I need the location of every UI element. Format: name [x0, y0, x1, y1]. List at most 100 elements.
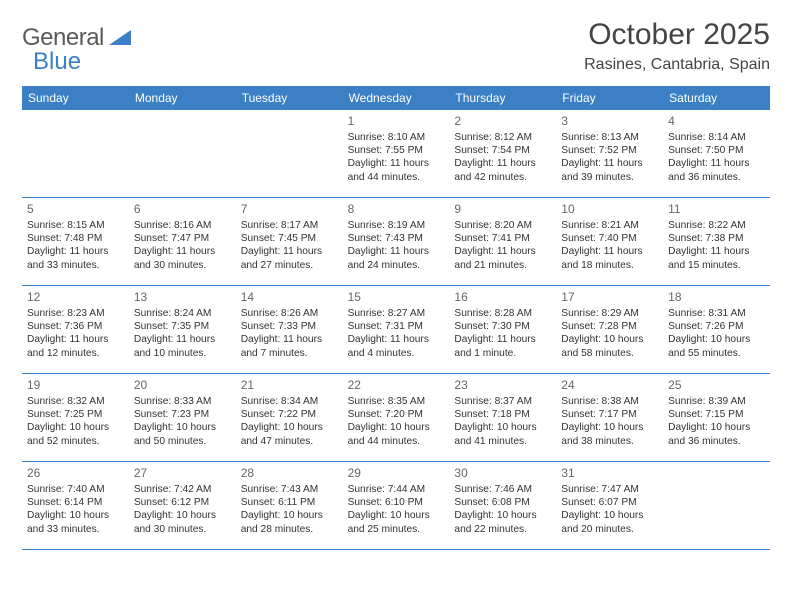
- sunset-text: Sunset: 7:40 PM: [561, 232, 658, 245]
- daylight-text: Daylight: 11 hours: [561, 245, 658, 258]
- daylight-text: and 30 minutes.: [134, 523, 231, 536]
- sunrise-text: Sunrise: 8:15 AM: [27, 219, 124, 232]
- daylight-text: and 47 minutes.: [241, 435, 338, 448]
- sunrise-text: Sunrise: 8:13 AM: [561, 131, 658, 144]
- sunrise-text: Sunrise: 8:28 AM: [454, 307, 551, 320]
- calendar-cell: 18Sunrise: 8:31 AMSunset: 7:26 PMDayligh…: [663, 286, 770, 374]
- sunrise-text: Sunrise: 8:16 AM: [134, 219, 231, 232]
- sunset-text: Sunset: 7:43 PM: [348, 232, 445, 245]
- sunrise-text: Sunrise: 8:27 AM: [348, 307, 445, 320]
- sunrise-text: Sunrise: 8:38 AM: [561, 395, 658, 408]
- day-number: 3: [561, 114, 658, 129]
- sunrise-text: Sunrise: 7:42 AM: [134, 483, 231, 496]
- day-number: 10: [561, 202, 658, 217]
- sunset-text: Sunset: 7:45 PM: [241, 232, 338, 245]
- logo-word2: Blue: [33, 48, 81, 76]
- sunset-text: Sunset: 6:11 PM: [241, 496, 338, 509]
- calendar-cell: 14Sunrise: 8:26 AMSunset: 7:33 PMDayligh…: [236, 286, 343, 374]
- daylight-text: Daylight: 10 hours: [454, 509, 551, 522]
- day-number: 28: [241, 466, 338, 481]
- day-number: 6: [134, 202, 231, 217]
- calendar-cell: [236, 110, 343, 198]
- calendar-cell: 26Sunrise: 7:40 AMSunset: 6:14 PMDayligh…: [22, 462, 129, 550]
- daylight-text: and 18 minutes.: [561, 259, 658, 272]
- daylight-text: and 22 minutes.: [454, 523, 551, 536]
- daylight-text: Daylight: 11 hours: [454, 245, 551, 258]
- calendar-cell: 15Sunrise: 8:27 AMSunset: 7:31 PMDayligh…: [343, 286, 450, 374]
- day-number: 22: [348, 378, 445, 393]
- calendar-cell: 6 Sunrise: 8:16 AMSunset: 7:47 PMDaylight…: [129, 198, 236, 286]
- day-number: 23: [454, 378, 551, 393]
- day-number: 15: [348, 290, 445, 305]
- day-header-tue: Tuesday: [236, 86, 343, 110]
- day-number: 11: [668, 202, 765, 217]
- day-number: 29: [348, 466, 445, 481]
- sunrise-text: Sunrise: 8:10 AM: [348, 131, 445, 144]
- sunset-text: Sunset: 7:54 PM: [454, 144, 551, 157]
- day-header-fri: Friday: [556, 86, 663, 110]
- calendar-cell: 11Sunrise: 8:22 AMSunset: 7:38 PMDayligh…: [663, 198, 770, 286]
- day-number: 16: [454, 290, 551, 305]
- calendar-cell: 20Sunrise: 8:33 AMSunset: 7:23 PMDayligh…: [129, 374, 236, 462]
- day-number: 21: [241, 378, 338, 393]
- sunset-text: Sunset: 7:25 PM: [27, 408, 124, 421]
- daylight-text: Daylight: 11 hours: [454, 333, 551, 346]
- daylight-text: Daylight: 10 hours: [134, 509, 231, 522]
- daylight-text: Daylight: 10 hours: [668, 421, 765, 434]
- calendar-cell: 29Sunrise: 7:44 AMSunset: 6:10 PMDayligh…: [343, 462, 450, 550]
- daylight-text: and 28 minutes.: [241, 523, 338, 536]
- sunset-text: Sunset: 7:30 PM: [454, 320, 551, 333]
- day-number: 27: [134, 466, 231, 481]
- sunrise-text: Sunrise: 8:24 AM: [134, 307, 231, 320]
- day-header-mon: Monday: [129, 86, 236, 110]
- daylight-text: and 52 minutes.: [27, 435, 124, 448]
- sunset-text: Sunset: 7:47 PM: [134, 232, 231, 245]
- calendar-cell: [22, 110, 129, 198]
- sunrise-text: Sunrise: 7:46 AM: [454, 483, 551, 496]
- day-header-sun: Sunday: [22, 86, 129, 110]
- sunset-text: Sunset: 7:38 PM: [668, 232, 765, 245]
- sunrise-text: Sunrise: 7:47 AM: [561, 483, 658, 496]
- sunrise-text: Sunrise: 8:23 AM: [27, 307, 124, 320]
- calendar-cell: [663, 462, 770, 550]
- sunrise-text: Sunrise: 8:29 AM: [561, 307, 658, 320]
- sunrise-text: Sunrise: 8:19 AM: [348, 219, 445, 232]
- daylight-text: Daylight: 11 hours: [241, 245, 338, 258]
- daylight-text: and 25 minutes.: [348, 523, 445, 536]
- sunrise-text: Sunrise: 8:37 AM: [454, 395, 551, 408]
- daylight-text: Daylight: 10 hours: [561, 421, 658, 434]
- calendar-cell: 5Sunrise: 8:15 AMSunset: 7:48 PMDaylight…: [22, 198, 129, 286]
- daylight-text: Daylight: 11 hours: [348, 333, 445, 346]
- calendar-cell: 21Sunrise: 8:34 AMSunset: 7:22 PMDayligh…: [236, 374, 343, 462]
- sunrise-text: Sunrise: 8:20 AM: [454, 219, 551, 232]
- calendar-cell: 7Sunrise: 8:17 AMSunset: 7:45 PMDaylight…: [236, 198, 343, 286]
- daylight-text: Daylight: 11 hours: [27, 245, 124, 258]
- day-number: 12: [27, 290, 124, 305]
- daylight-text: Daylight: 11 hours: [454, 157, 551, 170]
- day-number: 8: [348, 202, 445, 217]
- daylight-text: Daylight: 11 hours: [134, 245, 231, 258]
- sunset-text: Sunset: 6:10 PM: [348, 496, 445, 509]
- calendar-cell: 25Sunrise: 8:39 AMSunset: 7:15 PMDayligh…: [663, 374, 770, 462]
- day-number: 14: [241, 290, 338, 305]
- sunset-text: Sunset: 7:55 PM: [348, 144, 445, 157]
- daylight-text: and 4 minutes.: [348, 347, 445, 360]
- sunset-text: Sunset: 7:26 PM: [668, 320, 765, 333]
- sunrise-text: Sunrise: 8:31 AM: [668, 307, 765, 320]
- calendar-cell: 31Sunrise: 7:47 AMSunset: 6:07 PMDayligh…: [556, 462, 663, 550]
- sunrise-text: Sunrise: 7:44 AM: [348, 483, 445, 496]
- calendar-body: 1Sunrise: 8:10 AMSunset: 7:55 PMDaylight…: [22, 110, 770, 550]
- daylight-text: Daylight: 11 hours: [27, 333, 124, 346]
- day-header-sat: Saturday: [663, 86, 770, 110]
- daylight-text: and 44 minutes.: [348, 171, 445, 184]
- daylight-text: Daylight: 11 hours: [668, 157, 765, 170]
- daylight-text: and 30 minutes.: [134, 259, 231, 272]
- sunrise-text: Sunrise: 8:33 AM: [134, 395, 231, 408]
- daylight-text: Daylight: 10 hours: [134, 421, 231, 434]
- sunset-text: Sunset: 6:14 PM: [27, 496, 124, 509]
- daylight-text: Daylight: 10 hours: [454, 421, 551, 434]
- day-number: 24: [561, 378, 658, 393]
- daylight-text: Daylight: 11 hours: [134, 333, 231, 346]
- daylight-text: and 15 minutes.: [668, 259, 765, 272]
- sunset-text: Sunset: 7:36 PM: [27, 320, 124, 333]
